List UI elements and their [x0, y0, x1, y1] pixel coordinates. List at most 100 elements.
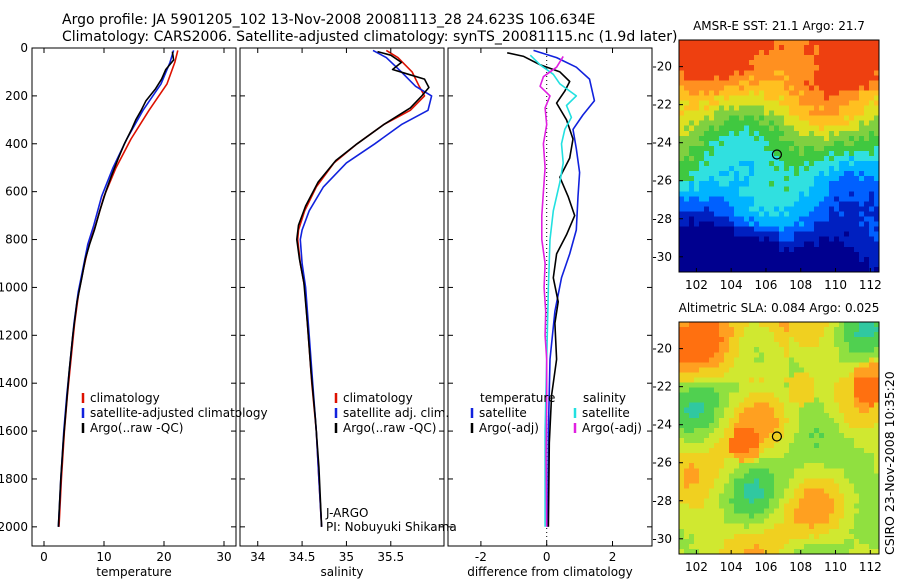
map-cell: [834, 417, 840, 424]
map-cell: [754, 161, 760, 167]
map-cell: [859, 166, 865, 172]
map-cell: [749, 221, 755, 228]
map-cell: [854, 362, 860, 368]
map-cell: [854, 337, 860, 343]
map-cell: [699, 246, 705, 253]
map-cell: [784, 432, 790, 439]
map-cell: [689, 392, 695, 399]
map-cell: [769, 407, 775, 414]
argo-position-marker: [771, 149, 783, 160]
map-cell: [814, 206, 820, 213]
map-cell: [774, 387, 780, 394]
map-cell: [719, 478, 725, 484]
map-cell: [679, 448, 685, 454]
map-cell: [754, 337, 760, 343]
map-cell: [839, 55, 845, 61]
legend-label: climatology: [343, 391, 413, 405]
map-cell: [699, 261, 705, 268]
map-cell: [754, 241, 760, 248]
map-cell: [774, 407, 780, 414]
map-cell: [744, 412, 750, 419]
map-cell: [709, 100, 715, 107]
map-cell: [744, 342, 750, 348]
map-cell: [689, 161, 695, 167]
map-cell: [694, 90, 700, 97]
map-cell: [839, 432, 845, 439]
map-cell: [869, 65, 875, 71]
map-cell: [799, 397, 805, 404]
map-cell: [754, 488, 760, 495]
map-cell: [844, 70, 850, 76]
map-cell: [739, 186, 745, 192]
map-cell: [844, 50, 850, 56]
x-tick-label: 10: [96, 550, 111, 564]
map-cell: [679, 407, 685, 414]
map-cell: [794, 543, 800, 550]
map-cell: [749, 402, 755, 409]
map-cell: [834, 362, 840, 368]
map-cell: [694, 166, 700, 172]
map-cell: [749, 120, 755, 127]
x-tick-label: 104: [720, 560, 743, 574]
map-cell: [784, 458, 790, 464]
map-cell: [729, 85, 735, 92]
map-cell: [759, 488, 765, 495]
map-cell: [769, 231, 775, 238]
map-cell: [679, 513, 685, 520]
map-cell: [814, 458, 820, 464]
map-cell: [834, 60, 840, 66]
map-cell: [714, 50, 720, 56]
map-cell: [849, 236, 855, 243]
map-cell: [849, 397, 855, 404]
map-cell: [834, 256, 840, 263]
map-cell: [849, 463, 855, 469]
map-cell: [859, 40, 865, 46]
map-cell: [824, 65, 830, 71]
map-cell: [789, 432, 795, 439]
map-cell: [779, 498, 785, 505]
map-cell: [804, 377, 810, 384]
map-cell: [714, 407, 720, 414]
map-cell: [854, 432, 860, 439]
map-cell: [794, 548, 800, 555]
map-cell: [734, 140, 740, 147]
map-cell: [694, 150, 700, 157]
map-cell: [694, 100, 700, 107]
map-cell: [834, 150, 840, 157]
map-cell: [719, 362, 725, 368]
map-cell: [774, 246, 780, 253]
map-cell: [874, 150, 880, 157]
map-cell: [754, 115, 760, 122]
map-cell: [789, 372, 795, 379]
map-cell: [764, 40, 770, 46]
map-cell: [789, 241, 795, 248]
map-cell: [714, 332, 720, 338]
map-cell: [864, 523, 870, 530]
map-cell: [734, 130, 740, 137]
map-cell: [814, 377, 820, 384]
map-cell: [869, 332, 875, 338]
map-cell: [744, 70, 750, 76]
map-cell: [819, 125, 825, 132]
map-cell: [854, 65, 860, 71]
map-cell: [839, 85, 845, 92]
map-cell: [829, 176, 835, 182]
map-cell: [744, 256, 750, 263]
map-cell: [874, 161, 880, 167]
map-cell: [834, 135, 840, 142]
map-cell: [719, 161, 725, 167]
map-cell: [859, 453, 865, 459]
map-cell: [819, 186, 825, 192]
map-cell: [679, 115, 685, 122]
map-cell: [684, 226, 690, 233]
map-cell: [809, 166, 815, 172]
map-cell: [734, 377, 740, 384]
map-cell: [844, 60, 850, 66]
map-cell: [854, 483, 860, 490]
map-cell: [869, 468, 875, 474]
map-cell: [834, 357, 840, 363]
map-cell: [809, 201, 815, 208]
map-cell: [824, 226, 830, 233]
map-cell: [709, 261, 715, 268]
map-cell: [839, 186, 845, 192]
